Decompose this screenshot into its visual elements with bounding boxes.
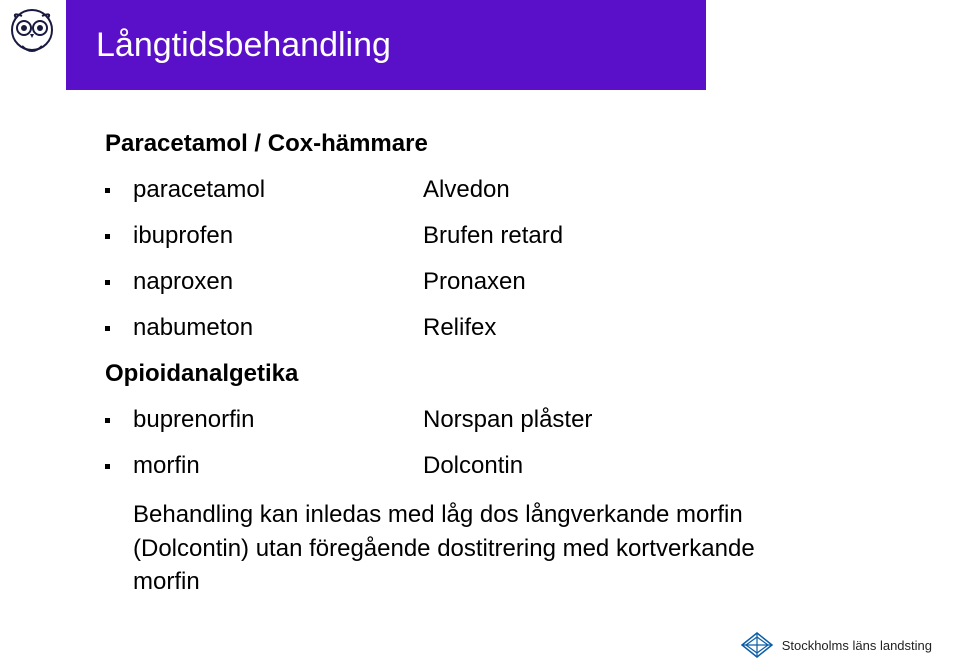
bullet-icon bbox=[105, 234, 110, 239]
drug-row: naproxen Pronaxen bbox=[105, 268, 855, 296]
drug-row: ibuprofen Brufen retard bbox=[105, 222, 855, 250]
bullet-icon bbox=[105, 464, 110, 469]
drug-name: buprenorfin bbox=[133, 406, 423, 434]
section1-heading: Paracetamol / Cox-hämmare bbox=[105, 130, 855, 158]
footer-org-name: Stockholms läns landsting bbox=[782, 638, 932, 653]
brand-name: Relifex bbox=[423, 314, 855, 342]
drug-row: buprenorfin Norspan plåster bbox=[105, 406, 855, 434]
bullet-icon bbox=[105, 188, 110, 193]
brand-name: Alvedon bbox=[423, 176, 855, 204]
section2-heading: Opioidanalgetika bbox=[105, 360, 855, 388]
slide-title: Långtidsbehandling bbox=[96, 26, 391, 65]
brand-name: Brufen retard bbox=[423, 222, 855, 250]
content-area: Paracetamol / Cox-hämmare paracetamol Al… bbox=[105, 130, 855, 599]
bullet-icon bbox=[105, 280, 110, 285]
drug-name: naproxen bbox=[133, 268, 423, 296]
brand-name: Pronaxen bbox=[423, 268, 855, 296]
drug-row: paracetamol Alvedon bbox=[105, 176, 855, 204]
brand-name: Dolcontin bbox=[423, 452, 855, 480]
bullet-icon bbox=[105, 326, 110, 331]
drug-name: morfin bbox=[133, 452, 423, 480]
drug-row: morfin Dolcontin bbox=[105, 452, 855, 480]
drug-name: ibuprofen bbox=[133, 222, 423, 250]
footer-logo: Stockholms läns landsting bbox=[740, 631, 932, 659]
owl-logo bbox=[8, 8, 56, 64]
drug-row: nabumeton Relifex bbox=[105, 314, 855, 342]
drug-name: nabumeton bbox=[133, 314, 423, 342]
brand-name: Norspan plåster bbox=[423, 406, 855, 434]
drug-name: paracetamol bbox=[133, 176, 423, 204]
bullet-icon bbox=[105, 418, 110, 423]
title-bar: Långtidsbehandling bbox=[66, 0, 706, 90]
treatment-note: Behandling kan inledas med låg dos långv… bbox=[133, 498, 813, 599]
sll-logo-icon bbox=[740, 631, 774, 659]
